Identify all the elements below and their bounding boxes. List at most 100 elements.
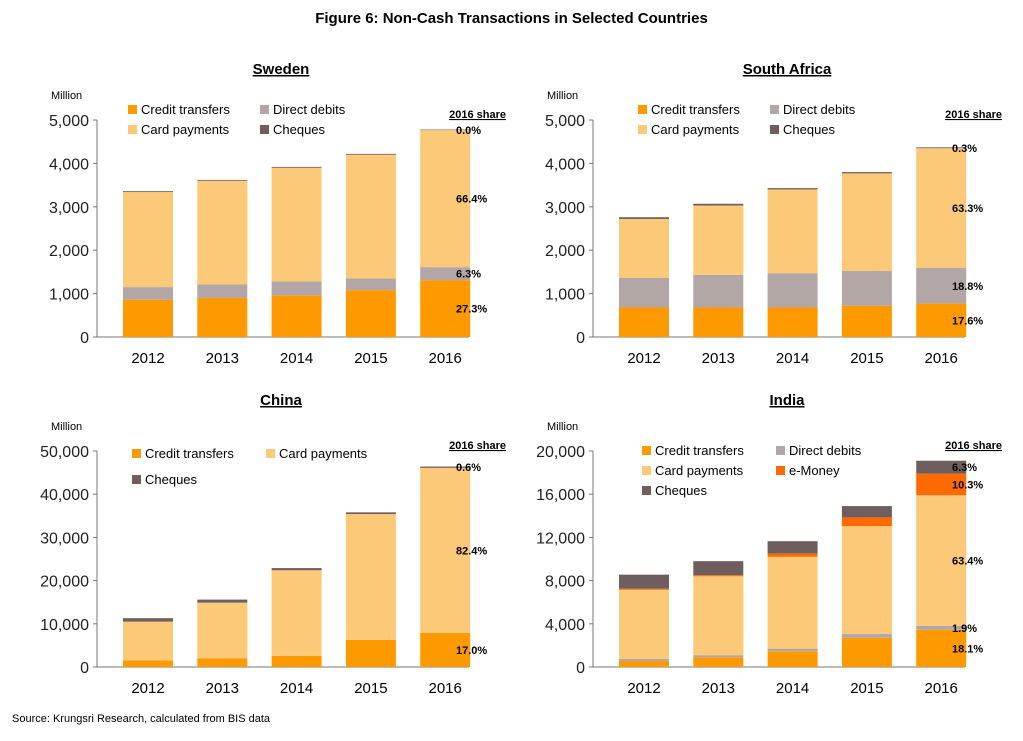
bar-direct-debits-2016 xyxy=(916,625,967,630)
share-label: 18.8% xyxy=(952,281,983,293)
y-tick-label: 2,000 xyxy=(545,243,585,260)
bar-card-payments-2012 xyxy=(123,192,173,288)
bar-card-payments-2012 xyxy=(619,589,669,659)
bar-direct-debits-2016 xyxy=(420,267,471,281)
bar-card-payments-2015 xyxy=(841,173,892,272)
y-tick-label: 4,000 xyxy=(49,156,89,173)
bar-cheques-2015 xyxy=(345,512,396,515)
bar-credit-transfers-2013 xyxy=(197,658,248,667)
bar-card-payments-2014 xyxy=(271,570,322,656)
figure-title: Figure 6: Non-Cash Transactions in Selec… xyxy=(315,10,708,27)
bar-credit-transfers-2012 xyxy=(123,299,173,337)
x-tick-label: 2016 xyxy=(925,350,958,367)
y-axis-unit-label: Million xyxy=(51,421,82,433)
y-tick-label: 3,000 xyxy=(49,200,89,217)
y-tick-label: 0 xyxy=(576,660,585,677)
bar-cheques-2012 xyxy=(123,191,173,193)
y-tick-label: 5,000 xyxy=(545,113,585,130)
bar-card-payments-2016 xyxy=(420,467,471,633)
y-tick-label: 30,000 xyxy=(40,530,89,547)
bar-credit-transfers-2015 xyxy=(841,637,892,667)
share-label: 82.4% xyxy=(456,545,487,557)
bar-card-payments-2014 xyxy=(767,189,818,274)
legend-label: Cheques xyxy=(145,472,198,487)
x-tick-label: 2013 xyxy=(206,350,239,367)
legend-label: Direct debits xyxy=(273,102,346,117)
bar-card-payments-2014 xyxy=(767,556,818,649)
y-tick-label: 20,000 xyxy=(40,574,89,591)
bar-direct-debits-2013 xyxy=(693,655,744,658)
y-tick-label: 0 xyxy=(576,330,585,347)
legend-label: Cheques xyxy=(273,122,326,137)
bar-credit-transfers-2014 xyxy=(767,651,818,667)
legend-label: Credit transfers xyxy=(651,102,740,117)
share-header: 2016 share xyxy=(449,440,506,452)
bar-card-payments-2013 xyxy=(693,576,744,656)
bar-credit-transfers-2012 xyxy=(123,660,173,667)
y-tick-label: 20,000 xyxy=(536,444,585,461)
legend-label: Credit transfers xyxy=(145,446,234,461)
legend-label: Cheques xyxy=(655,483,708,498)
bar-cheques-2016 xyxy=(916,147,967,149)
bar-card-payments-2014 xyxy=(271,167,322,282)
y-tick-label: 4,000 xyxy=(545,156,585,173)
chart-china: China Million 0 10,000 20,000 30,000 40,000 50,… xyxy=(40,392,506,697)
legend-swatch xyxy=(642,446,651,455)
share-label: 18.1% xyxy=(952,643,983,655)
bar-credit-transfers-2016 xyxy=(420,280,471,337)
y-tick-label: 0 xyxy=(80,660,89,677)
legend-label: Card payments xyxy=(655,463,744,478)
bar-cheques-2012 xyxy=(619,217,669,219)
legend-label: e-Money xyxy=(789,463,840,478)
bar-card-payments-2016 xyxy=(916,148,967,268)
bar-credit-transfers-2013 xyxy=(693,657,744,667)
bar-card-payments-2016 xyxy=(420,129,471,268)
bar-cheques-2013 xyxy=(197,179,248,181)
x-tick-label: 2012 xyxy=(131,680,164,697)
bar-cheques-2014 xyxy=(767,541,818,554)
y-tick-label: 10,000 xyxy=(40,617,89,634)
legend-swatch xyxy=(776,466,785,475)
legend-label: Cheques xyxy=(783,122,836,137)
y-tick-label: 4,000 xyxy=(545,617,585,634)
legend-swatch xyxy=(132,475,141,484)
x-tick-label: 2014 xyxy=(776,680,809,697)
legend-label: Card payments xyxy=(141,122,230,137)
bar-cheques-2014 xyxy=(767,188,818,190)
x-tick-label: 2016 xyxy=(429,680,462,697)
legend-label: Card payments xyxy=(279,446,368,461)
bar-cheques-2016 xyxy=(420,466,471,468)
x-tick-label: 2015 xyxy=(354,680,387,697)
share-label: 17.0% xyxy=(456,645,487,657)
share-label: 6.3% xyxy=(456,269,481,281)
bar-card-payments-2015 xyxy=(841,526,892,635)
share-label: 10.3% xyxy=(952,479,983,491)
bar-cheques-2015 xyxy=(841,172,892,174)
bar-direct-debits-2014 xyxy=(767,648,818,652)
y-tick-label: 5,000 xyxy=(49,113,89,130)
bar-credit-transfers-2015 xyxy=(345,639,396,667)
legend-swatch xyxy=(776,446,785,455)
legend-swatch xyxy=(266,449,275,458)
legend-label: Direct debits xyxy=(783,102,856,117)
y-tick-label: 50,000 xyxy=(40,444,89,461)
bar-cheques-2015 xyxy=(345,153,396,155)
share-header: 2016 share xyxy=(945,440,1002,452)
x-tick-label: 2015 xyxy=(354,350,387,367)
bar-cheques-2014 xyxy=(271,166,322,168)
x-tick-label: 2013 xyxy=(702,350,735,367)
bar-credit-transfers-2016 xyxy=(916,303,967,337)
chart-south-africa: South Africa Million 0 1,000 2,000 3,000 4,000… xyxy=(545,61,1002,367)
bar-direct-debits-2015 xyxy=(841,271,892,306)
legend-swatch xyxy=(128,125,137,134)
y-tick-label: 8,000 xyxy=(545,574,585,591)
bar-e-money-2012 xyxy=(619,588,669,590)
y-tick-label: 16,000 xyxy=(536,487,585,504)
bar-e-money-2016 xyxy=(916,473,967,496)
y-axis-unit-label: Million xyxy=(547,90,578,102)
bar-card-payments-2013 xyxy=(197,602,248,659)
bar-direct-debits-2015 xyxy=(841,634,892,638)
legend-swatch xyxy=(260,105,269,114)
legend-swatch xyxy=(638,105,647,114)
